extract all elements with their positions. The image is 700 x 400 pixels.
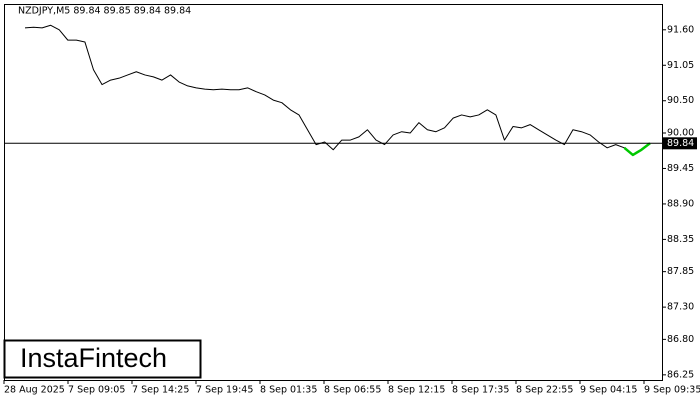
x-tick-label: 8 Sep 22:55 (516, 385, 573, 396)
x-tick-label: 7 Sep 19:45 (196, 385, 253, 396)
y-tick-label: 91.60 (667, 24, 694, 35)
y-tick-label: 90.50 (667, 95, 694, 106)
y-tick-label: 87.85 (667, 266, 694, 277)
y-tick-label: 91.05 (667, 60, 694, 71)
y-tick-label: 90.00 (667, 127, 694, 138)
current-price-label: 89.84 (667, 138, 694, 149)
price-line (623, 142, 651, 157)
x-tick-label: 9 Sep 09:35 (644, 385, 700, 396)
chart-title: NZDJPY,M5 89.84 89.85 89.84 89.84 (18, 6, 191, 17)
y-tick-label: 86.80 (667, 334, 694, 345)
y-tick-label: 88.35 (667, 234, 694, 245)
x-tick-label: 8 Sep 06:55 (324, 385, 381, 396)
x-tick-label: 8 Sep 01:35 (260, 385, 317, 396)
x-tick-label: 7 Sep 09:05 (68, 385, 125, 396)
plot-frame (4, 4, 663, 381)
x-tick-label: 9 Sep 04:15 (580, 385, 637, 396)
x-tick-label: 28 Aug 2025 (4, 385, 65, 396)
x-tick-label: 7 Sep 14:25 (132, 385, 189, 396)
price-line (24, 24, 651, 156)
y-tick-label: 86.25 (667, 369, 694, 380)
current-price-box (663, 137, 697, 150)
y-tick-label: 87.30 (667, 302, 694, 313)
x-tick-label: 8 Sep 12:15 (388, 385, 445, 396)
y-tick-label: 89.45 (667, 163, 694, 174)
y-tick-label: 88.90 (667, 198, 694, 209)
logo: InstaFintech (20, 343, 167, 373)
x-tick-label: 8 Sep 17:35 (452, 385, 509, 396)
logo-box (3, 339, 202, 379)
